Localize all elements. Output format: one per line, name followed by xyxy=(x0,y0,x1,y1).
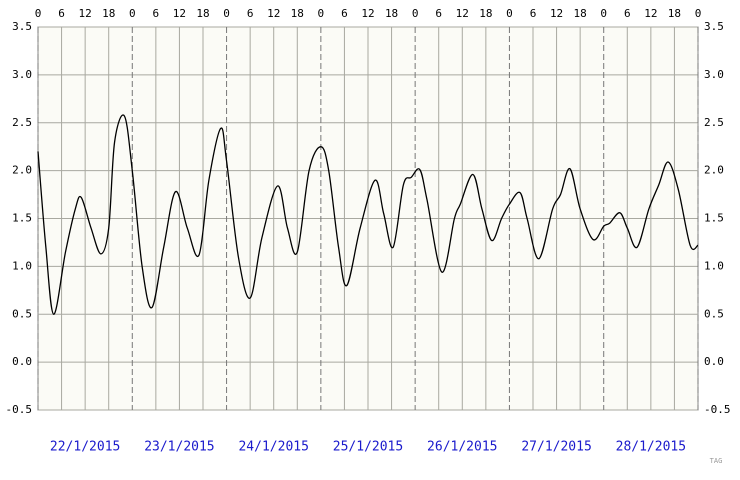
watermark: TAG xyxy=(710,457,723,465)
date-label: 22/1/2015 xyxy=(50,440,120,455)
x-tick-label: 0 xyxy=(412,7,419,20)
x-tick-label: 6 xyxy=(153,7,160,20)
x-tick-label: 12 xyxy=(550,7,563,20)
x-tick-label: 6 xyxy=(624,7,631,20)
x-tick-label: 0 xyxy=(506,7,513,20)
y-tick-label: 0.0 xyxy=(12,355,32,368)
x-tick-label: 6 xyxy=(58,7,65,20)
date-label: 25/1/2015 xyxy=(333,440,403,455)
x-tick-label: 12 xyxy=(456,7,469,20)
x-tick-label: 6 xyxy=(530,7,537,20)
y-tick-label: 1.0 xyxy=(12,259,32,272)
y-tick-label: 2.5 xyxy=(12,116,32,129)
date-label: 26/1/2015 xyxy=(427,440,497,455)
date-label: 27/1/2015 xyxy=(521,440,591,455)
y-tick-label: 1.5 xyxy=(12,212,32,225)
y-tick-label: 2.5 xyxy=(704,116,724,129)
date-label: 23/1/2015 xyxy=(144,440,214,455)
x-tick-label: 12 xyxy=(267,7,280,20)
y-tick-label: 3.0 xyxy=(704,68,724,81)
y-tick-label: 2.0 xyxy=(12,164,32,177)
x-tick-label: 0 xyxy=(129,7,136,20)
x-tick-label: 12 xyxy=(644,7,657,20)
y-tick-label: -0.5 xyxy=(704,403,731,416)
x-tick-label: 0 xyxy=(223,7,230,20)
tide-line xyxy=(37,114,699,315)
y-tick-label: 0.0 xyxy=(704,355,724,368)
y-tick-label: -0.5 xyxy=(6,403,33,416)
date-label: 28/1/2015 xyxy=(616,440,686,455)
x-tick-label: 6 xyxy=(247,7,254,20)
y-tick-label: 0.5 xyxy=(704,307,724,320)
x-tick-label: 18 xyxy=(574,7,587,20)
y-tick-label: 1.0 xyxy=(704,259,724,272)
x-tick-label: 18 xyxy=(196,7,209,20)
x-tick-label: 12 xyxy=(79,7,92,20)
x-tick-label: 12 xyxy=(173,7,186,20)
x-tick-label: 12 xyxy=(361,7,374,20)
x-tick-label: 0 xyxy=(318,7,325,20)
x-tick-label: 0 xyxy=(600,7,607,20)
x-tick-label: 18 xyxy=(385,7,398,20)
x-tick-label: 0 xyxy=(695,7,702,20)
x-tick-label: 18 xyxy=(291,7,304,20)
y-tick-label: 3.5 xyxy=(704,20,724,33)
y-tick-label: 3.0 xyxy=(12,68,32,81)
x-tick-label: 0 xyxy=(35,7,42,20)
x-tick-label: 6 xyxy=(435,7,442,20)
x-tick-label: 18 xyxy=(668,7,681,20)
y-tick-label: 0.5 xyxy=(12,307,32,320)
x-tick-label: 18 xyxy=(479,7,492,20)
date-label: 24/1/2015 xyxy=(238,440,308,455)
x-tick-label: 18 xyxy=(102,7,115,20)
y-tick-label: 1.5 xyxy=(704,212,724,225)
x-tick-label: 6 xyxy=(341,7,348,20)
y-tick-label: 3.5 xyxy=(12,20,32,33)
y-tick-label: 2.0 xyxy=(704,164,724,177)
